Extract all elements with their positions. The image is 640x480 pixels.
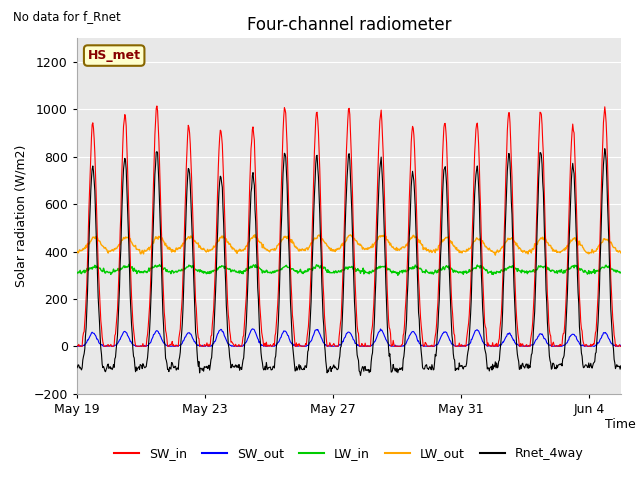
- Title: Four-channel radiometer: Four-channel radiometer: [246, 16, 451, 34]
- Legend: SW_in, SW_out, LW_in, LW_out, Rnet_4way: SW_in, SW_out, LW_in, LW_out, Rnet_4way: [109, 443, 589, 466]
- Y-axis label: Solar radiation (W/m2): Solar radiation (W/m2): [15, 145, 28, 287]
- Text: No data for f_Rnet: No data for f_Rnet: [13, 10, 120, 23]
- X-axis label: Time: Time: [605, 419, 636, 432]
- Text: HS_met: HS_met: [88, 49, 141, 62]
